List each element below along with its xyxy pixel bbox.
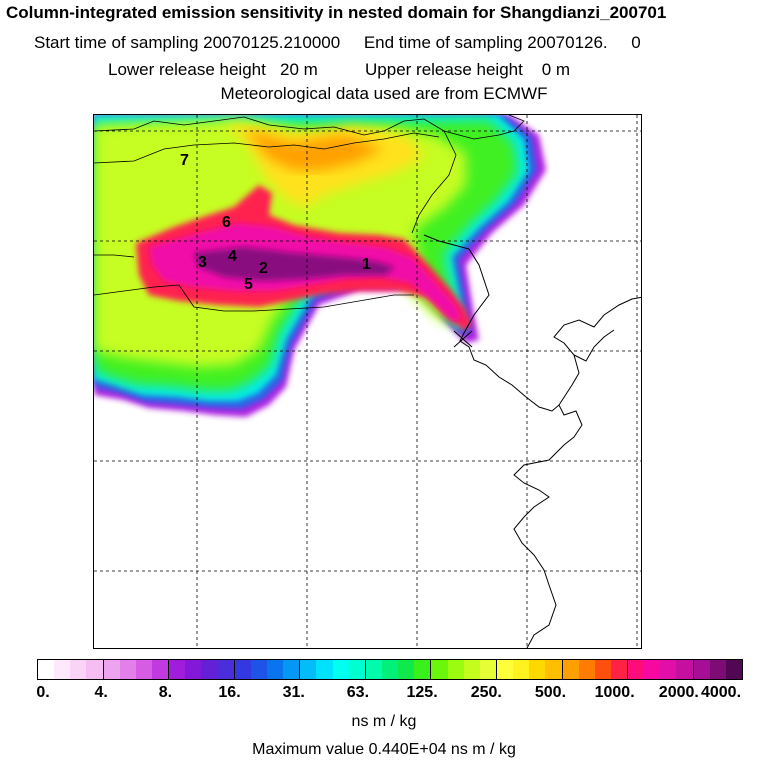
color-scale-swatch (414, 660, 432, 679)
color-scale-swatch (398, 660, 415, 679)
color-scale-swatch (70, 660, 87, 679)
color-scale-swatch (431, 660, 448, 679)
cluster-label: 3 (198, 254, 207, 271)
color-scale-swatch (348, 660, 366, 679)
color-scale-bar (37, 659, 743, 680)
color-scale-swatch (300, 660, 317, 679)
cluster-label: 7 (180, 152, 189, 169)
color-scale-swatch (135, 660, 152, 679)
color-scale-tick-label: 500. (534, 684, 567, 701)
color-scale-swatch (660, 660, 677, 679)
field-darkpurple (194, 247, 394, 281)
color-scale-tick-label: 125. (406, 684, 438, 701)
cluster-label: 4 (228, 248, 237, 265)
color-scale-swatch (316, 660, 333, 679)
color-scale-tick-label: 63. (346, 684, 370, 701)
color-scale-swatch (250, 660, 267, 679)
color-scale-swatch (562, 660, 579, 679)
color-scale-swatch (169, 660, 186, 679)
color-scale-tick-label: 8. (158, 684, 173, 701)
lat-lon-grid (94, 115, 641, 648)
color-scale-swatch (447, 660, 464, 679)
cluster-label: 1 (362, 256, 371, 273)
color-scale-swatch (86, 660, 104, 679)
sensitivity-field (94, 115, 546, 417)
color-scale-swatch (201, 660, 218, 679)
color-scale-swatch (479, 660, 497, 679)
color-scale-swatch (283, 660, 301, 679)
color-scale-swatch (381, 660, 399, 679)
field-orange (244, 129, 384, 171)
units-label: ns m / kg (351, 713, 417, 730)
map-canvas: 7 6 3 4 2 5 1 (94, 115, 641, 648)
cluster-label: 5 (244, 276, 253, 293)
color-scale-tick-label: 1000. (594, 684, 635, 701)
color-scale-swatch (676, 660, 694, 679)
color-scale-swatch (628, 660, 645, 679)
cluster-label: 6 (222, 214, 231, 231)
color-scale-swatch (496, 660, 514, 679)
cluster-labels: 7 6 3 4 2 5 1 (180, 152, 371, 293)
color-scale-swatch (545, 660, 563, 679)
color-scale-swatch (529, 660, 546, 679)
color-scale-tick-label: 0. (36, 684, 50, 701)
met-data-text: Meteorological data used are from ECMWF (220, 84, 548, 103)
color-scale-swatch (725, 660, 743, 679)
borders (94, 115, 525, 312)
color-scale-swatch (151, 660, 170, 679)
color-scale-swatch (709, 660, 726, 679)
sampling-time-text: Start time of sampling 20070125.210000 E… (34, 33, 641, 52)
color-scale-swatch (578, 660, 595, 679)
color-scale-swatch (185, 660, 202, 679)
color-scale-tick-label: 2000. (658, 684, 699, 701)
map-title: Column-integrated emission sensitivity i… (6, 3, 667, 22)
color-scale-swatch (103, 660, 120, 679)
color-scale-swatch (266, 660, 284, 679)
cluster-label: 2 (259, 260, 268, 277)
color-scale-tick-label: 4000. (700, 684, 742, 701)
color-scale-swatch (38, 660, 55, 679)
color-scale-swatch (332, 660, 349, 679)
receptor-x-icon (453, 330, 473, 348)
color-scale-tick-label: 4. (94, 684, 108, 701)
color-scale-swatch (119, 660, 136, 679)
color-scale-swatch (594, 660, 611, 679)
color-scale-swatch (513, 660, 530, 679)
color-scale-swatch (610, 660, 629, 679)
color-scale-swatch (217, 660, 235, 679)
color-scale-swatch (693, 660, 710, 679)
release-height-text: Lower release height 20 m Upper release … (108, 60, 571, 79)
color-scale-tick-label: 250. (470, 684, 502, 701)
coastline (423, 234, 641, 648)
color-scale-tick-label: 31. (282, 684, 305, 701)
color-scale-swatch (365, 660, 382, 679)
color-scale-swatch (234, 660, 251, 679)
maximum-value-text: Maximum value 0.440E+04 ns m / kg (252, 741, 516, 758)
color-scale-tick-label: 16. (218, 684, 241, 701)
color-scale-swatch (463, 660, 480, 679)
color-scale-swatch (644, 660, 661, 679)
color-scale-swatch (54, 660, 71, 679)
emission-sensitivity-map: 7 6 3 4 2 5 1 (93, 114, 642, 649)
